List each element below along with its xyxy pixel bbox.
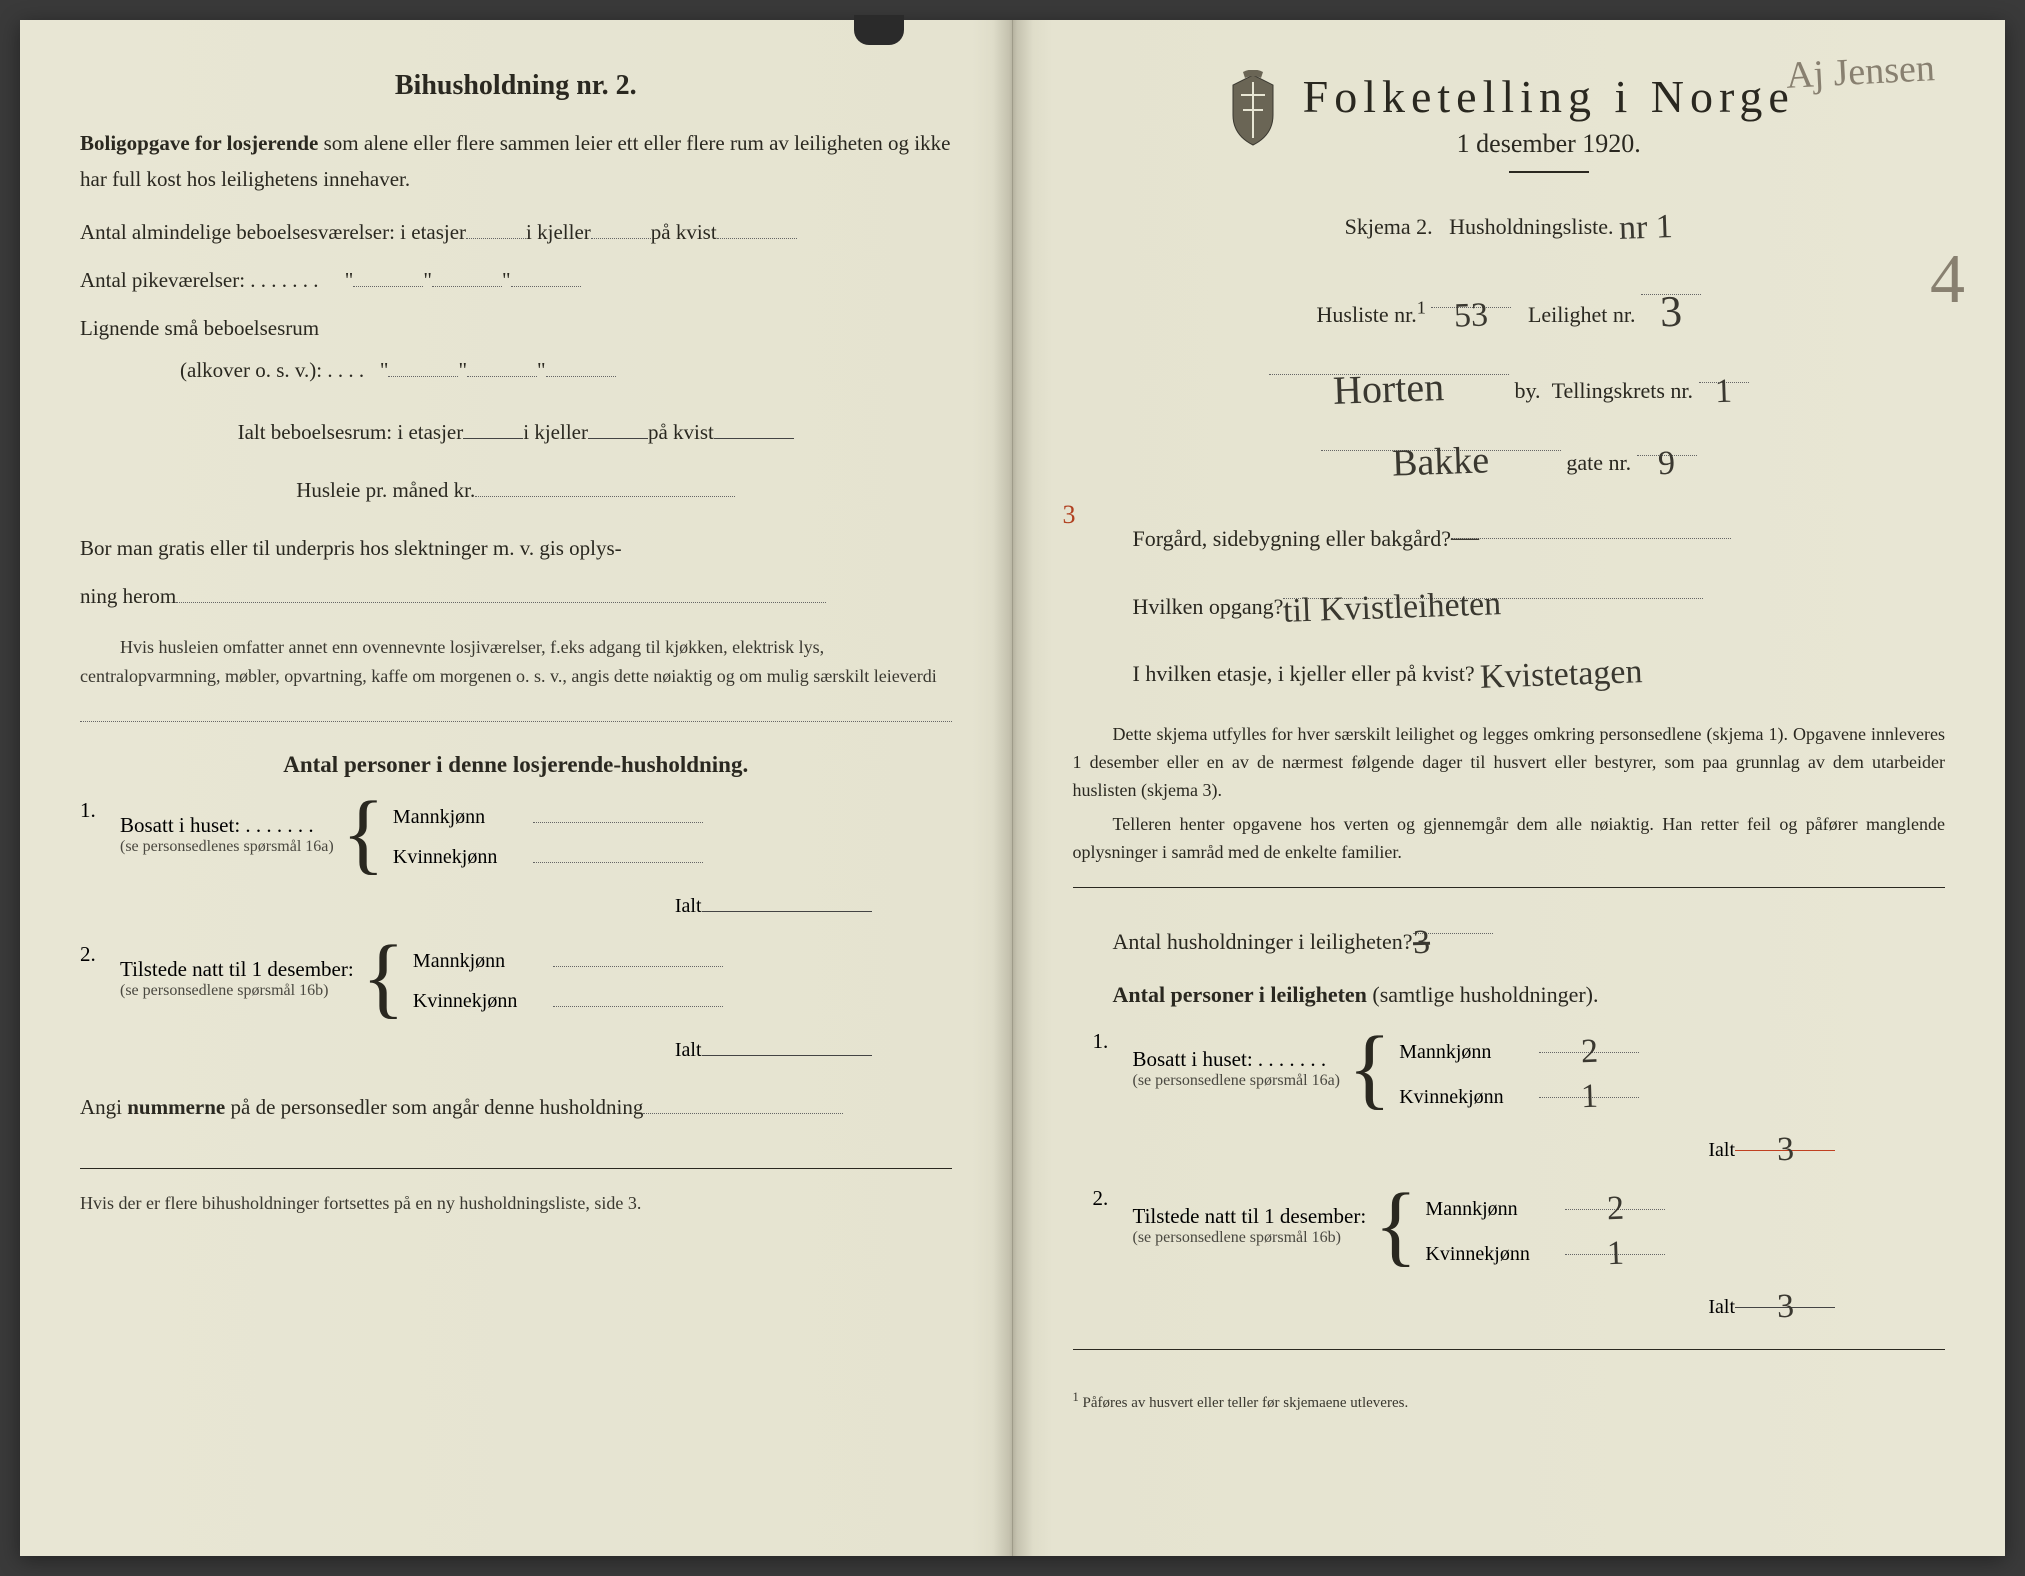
right-footnote: 1 Påføres av husvert eller teller før sk… [1073, 1380, 1946, 1412]
bracket-icon: { [1374, 1190, 1417, 1262]
pike-line: Antal pikeværelser: . . . . . . . """ [80, 259, 952, 301]
hw-gate: Bakke [1391, 427, 1490, 499]
left-page: Bihusholdning nr. 2. Boligopgave for los… [20, 20, 1013, 1556]
census-form-document: Bihusholdning nr. 2. Boligopgave for los… [20, 20, 2005, 1556]
hw-gate-nr: 9 [1657, 433, 1676, 495]
q3-line: I hvilken etasje, i kjeller eller på kvi… [1133, 640, 1946, 701]
alkover-line: (alkover o. s. v.): . . . . """ [180, 349, 952, 391]
hw-q1: — [1451, 522, 1479, 553]
divider [1073, 887, 1946, 888]
hw-k1: 1 [1580, 1078, 1598, 1117]
left-ialt-2: Ialt [80, 1032, 952, 1062]
blank-kjeller [591, 214, 651, 239]
gratis-line-1: Bor man gratis eller til underpris hos s… [80, 527, 952, 569]
subtitle: 1 desember 1920. [1303, 129, 1795, 159]
husliste-line: Husliste nr.1 53 Leilighet nr. 3 [1073, 268, 1946, 335]
left-footer: Hvis der er flere bihusholdninger fortse… [80, 1189, 952, 1218]
hw-husholdning-nr: nr 1 [1618, 196, 1674, 259]
by-line: Horten by. Tellingskrets nr. 1 [1073, 349, 1946, 411]
title-rule [1509, 171, 1589, 173]
hw-m2: 2 [1606, 1190, 1624, 1229]
hw-leilighet: 3 [1659, 272, 1684, 352]
pencil-number-4: 4 [1930, 240, 1965, 320]
right-ialt-1: Ialt3 [1073, 1127, 1946, 1162]
left-ialt-1: Ialt [80, 888, 952, 918]
signature-annotation: Aj Jensen [1785, 46, 1936, 98]
hw-t2: 3 [1776, 1288, 1794, 1327]
intro-bold: Boligopgave for losjerende [80, 131, 318, 155]
hw-antal-hush: 3 [1411, 912, 1430, 974]
left-item-2: 2. Tilstede natt til 1 desember: (se per… [80, 942, 952, 1014]
persons-section-title: Antal personer i denne losjerende-hushol… [80, 752, 952, 778]
right-item-2: 2. Tilstede natt til 1 desember: (se per… [1093, 1186, 1946, 1266]
rooms-line: Antal almindelige beboelsesværelser: i e… [80, 211, 952, 253]
rent-line: Husleie pr. måned kr. [80, 469, 952, 511]
item-number-1: 1. [80, 798, 120, 870]
note-paragraph: Hvis husleien omfatter annet enn ovennev… [80, 633, 952, 691]
q1-line: Forgård, sidebygning eller bakgård?— [1133, 513, 1946, 559]
hw-k2: 1 [1606, 1235, 1624, 1274]
bracket-icon: { [1348, 1033, 1391, 1105]
red-annotation-3: 3 [1063, 500, 1076, 530]
gratis-line-2: ning herom [80, 575, 952, 617]
q2-line: Hvilken opgang?til Kvistleiheten [1133, 573, 1946, 627]
instructions-2: Telleren henter opgavene hos verten og g… [1073, 811, 1946, 867]
right-page: Aj Jensen 4 3 Folketelling i Norge 1 des… [1013, 20, 2006, 1556]
antal-pers-line: Antal personer i leiligheten (samtlige h… [1113, 975, 1946, 1015]
item-number-2: 2. [1093, 1186, 1133, 1266]
bracket-icon: { [342, 798, 385, 870]
blank-kvist [717, 214, 797, 239]
divider [80, 1168, 952, 1169]
intro-paragraph: Boligopgave for losjerende som alene ell… [80, 126, 952, 197]
item-number-1: 1. [1093, 1029, 1133, 1109]
main-title: Folketelling i Norge [1303, 70, 1795, 123]
hw-krets: 1 [1714, 361, 1733, 423]
blank-etasjer [466, 214, 526, 239]
gate-line: Bakke gate nr. 9 [1073, 424, 1946, 483]
hw-q2: til Kvistleiheten [1282, 573, 1502, 642]
small-rooms-line: Lignende små beboelsesrum [80, 307, 952, 349]
hw-t1: 3 [1776, 1131, 1794, 1170]
left-item-1: 1. Bosatt i huset: . . . . . . . (se per… [80, 798, 952, 870]
total-rooms-line: Ialt beboelsesrum: i etasjeri kjellerpå … [80, 411, 952, 453]
angi-line: Angi nummerne på de personsedler som ang… [80, 1086, 952, 1128]
hw-by: Horten [1332, 351, 1446, 427]
right-item-1: 1. Bosatt i huset: . . . . . . . (se per… [1093, 1029, 1946, 1109]
hw-q3: Kvistetagen [1479, 641, 1643, 708]
schema-line: Skjema 2. Husholdningsliste. nr 1 [1073, 193, 1946, 254]
coat-of-arms-icon [1223, 70, 1283, 150]
hw-m1: 2 [1580, 1033, 1598, 1072]
left-title: Bihusholdning nr. 2. [80, 70, 952, 102]
divider [1073, 1349, 1946, 1350]
right-ialt-2: Ialt3 [1073, 1284, 1946, 1319]
instructions-1: Dette skjema utfylles for hver særskilt … [1073, 721, 1946, 805]
antal-hush-line: Antal husholdninger i leiligheten?3 [1113, 908, 1946, 962]
hw-husliste: 53 [1453, 285, 1489, 347]
bracket-icon: { [362, 942, 405, 1014]
item-number-2: 2. [80, 942, 120, 1014]
